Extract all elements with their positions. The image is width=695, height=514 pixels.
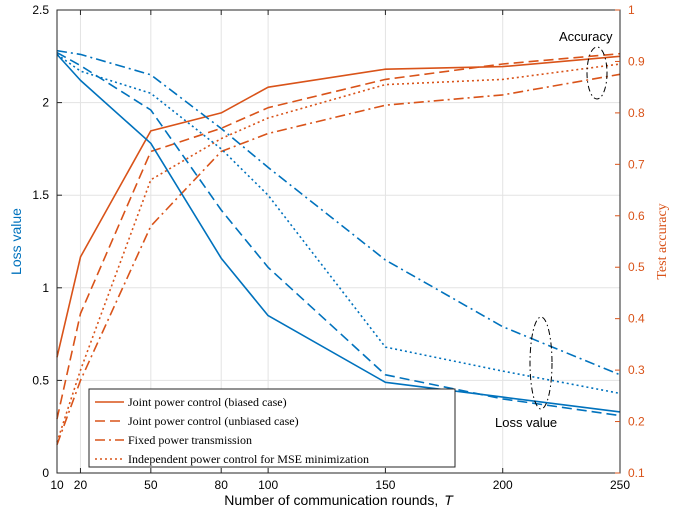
ticks-layer: 10 20 50 80 100 150 200 250 0 0.5 1 1.5 2 2.5 0.1 0.2 0.… (32, 3, 645, 492)
loss-series-line-dotted (56, 53, 621, 395)
plot-frame (56, 9, 621, 474)
legend-label: Joint power control (biased case) (128, 395, 287, 409)
right-tick-label: 0.2 (628, 415, 645, 429)
x-tick-label: 100 (258, 478, 278, 492)
annotations: Accuracy Loss value (495, 29, 613, 430)
left-tick-label: 2 (42, 96, 49, 110)
accuracy-annotation: Accuracy (559, 29, 613, 44)
legend-label: Independent power control for MSE minimi… (128, 452, 369, 466)
right-tick-label: 0.8 (628, 106, 645, 120)
right-axis-title: Test accuracy (655, 203, 670, 279)
series-layer (56, 49, 621, 445)
left-tick-label: 0.5 (32, 373, 49, 387)
loss-series-line-solid (56, 53, 621, 413)
loss-series-line-dashed (56, 51, 621, 417)
legend-box (88, 388, 456, 468)
x-tick-label: 50 (144, 478, 158, 492)
x-tick-label: 250 (610, 478, 630, 492)
legend-items: Joint power control (biased case) Joint p… (95, 395, 369, 466)
accuracy-series-line-dashed (56, 52, 621, 420)
right-tick-label: 0.3 (628, 363, 645, 377)
left-tick-label: 0 (42, 466, 49, 480)
right-tick-label: 0.9 (628, 54, 645, 68)
accuracy-series-line-dotted (56, 63, 621, 443)
legend-label: Joint power control (unbiased case) (128, 414, 299, 428)
accuracy-series-line-solid (56, 55, 621, 358)
right-tick-label: 0.5 (628, 260, 645, 274)
left-tick-label: 1.5 (32, 188, 49, 202)
x-tick-label: 200 (493, 478, 513, 492)
left-axis-title: Loss value (8, 208, 24, 275)
x-axis-title: Number of communication rounds, T (224, 492, 454, 508)
x-axis-title-variable: T (444, 492, 454, 508)
accuracy-ellipse (586, 46, 608, 100)
x-axis-title-text: Number of communication rounds, (224, 492, 438, 508)
right-tick-label: 0.7 (628, 157, 645, 171)
right-tick-label: 1 (628, 3, 635, 17)
right-tick-label: 0.6 (628, 209, 645, 223)
right-tick-label: 0.4 (628, 312, 645, 326)
legend: Joint power control (biased case) Joint p… (88, 388, 456, 468)
loss-series-line-dashdot (56, 49, 621, 376)
right-tick-label: 0.1 (628, 466, 645, 480)
loss-annotation: Loss value (495, 415, 557, 430)
legend-label: Fixed power transmission (128, 433, 252, 447)
x-tick-label: 20 (74, 478, 88, 492)
x-tick-label: 10 (50, 478, 64, 492)
left-tick-label: 1 (42, 281, 49, 295)
loss-ellipse (529, 316, 553, 410)
x-tick-label: 150 (375, 478, 395, 492)
x-tick-label: 80 (215, 478, 229, 492)
accuracy-series-line-dashdot (56, 73, 621, 445)
left-tick-label: 2.5 (32, 3, 49, 17)
